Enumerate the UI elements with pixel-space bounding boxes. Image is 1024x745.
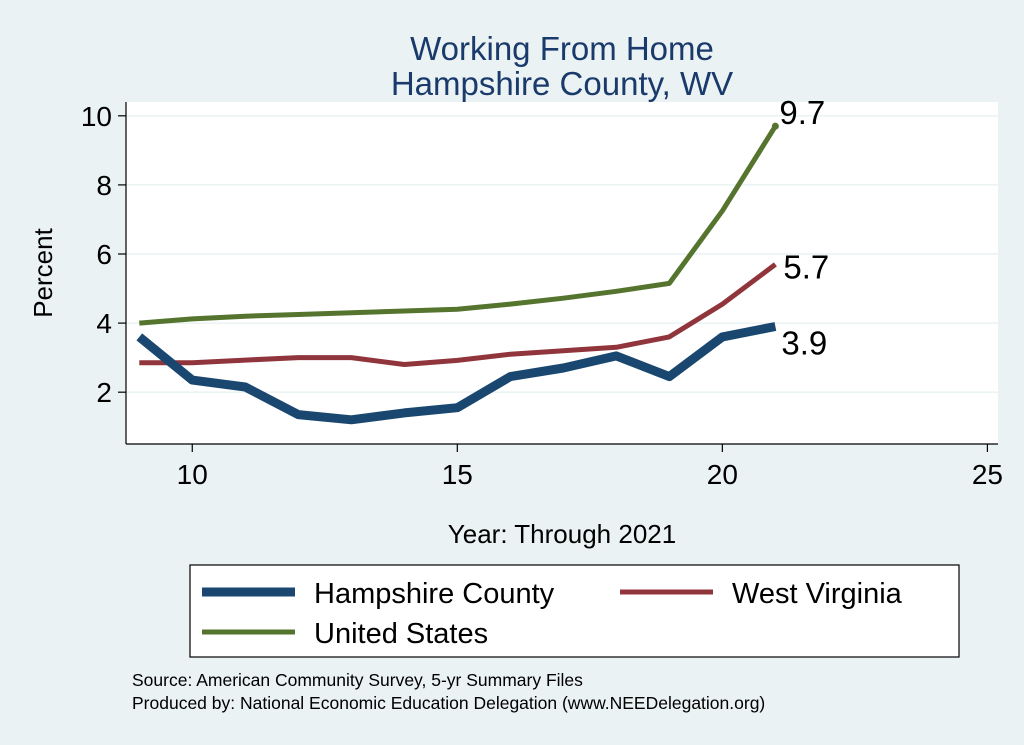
legend: Hampshire County West Virginia United St…	[189, 564, 960, 658]
y-tick-label-4: 4	[96, 308, 112, 339]
source-note: Source: American Community Survey, 5-yr …	[132, 670, 583, 690]
chart-title-line-2: Hampshire County, WV	[391, 65, 733, 102]
x-tick-label-20: 20	[707, 459, 738, 490]
chart-title-line-1: Working From Home	[410, 30, 714, 67]
producer-note: Produced by: National Economic Education…	[132, 693, 765, 713]
x-tick-label-25: 25	[972, 459, 1003, 490]
y-tick-label-8: 8	[96, 170, 112, 201]
y-tick-label-6: 6	[96, 239, 112, 270]
x-tick-label-15: 15	[442, 459, 473, 490]
end-label-united-states: 9.7	[779, 94, 825, 131]
y-tick-label-2: 2	[96, 377, 112, 408]
legend-label-west-virginia: West Virginia	[732, 578, 903, 610]
x-tick-label-10: 10	[177, 459, 208, 490]
end-labels: 3.9 5.7 9.7	[779, 94, 829, 361]
plot-area	[126, 102, 998, 444]
legend-box	[189, 564, 960, 658]
y-axis-title: Percent	[28, 227, 58, 317]
end-label-west-virginia: 5.7	[783, 248, 829, 285]
y-tick-label-10: 10	[81, 101, 112, 132]
legend-label-hampshire-county: Hampshire County	[314, 578, 555, 610]
series-line-hampshire-county	[136, 322, 777, 425]
gridlines	[126, 115, 998, 393]
end-label-hampshire-county: 3.9	[781, 325, 827, 362]
series-line-west-virginia	[139, 262, 777, 367]
x-axis-title: Year: Through 2021	[448, 519, 676, 549]
legend-label-united-states: United States	[314, 618, 488, 650]
series-line-united-states	[139, 124, 778, 326]
series-end-marker-united-states	[771, 122, 779, 130]
axes: 2 4 6 8 10 10 15 20 25	[81, 101, 1003, 490]
series-lines	[136, 122, 779, 425]
